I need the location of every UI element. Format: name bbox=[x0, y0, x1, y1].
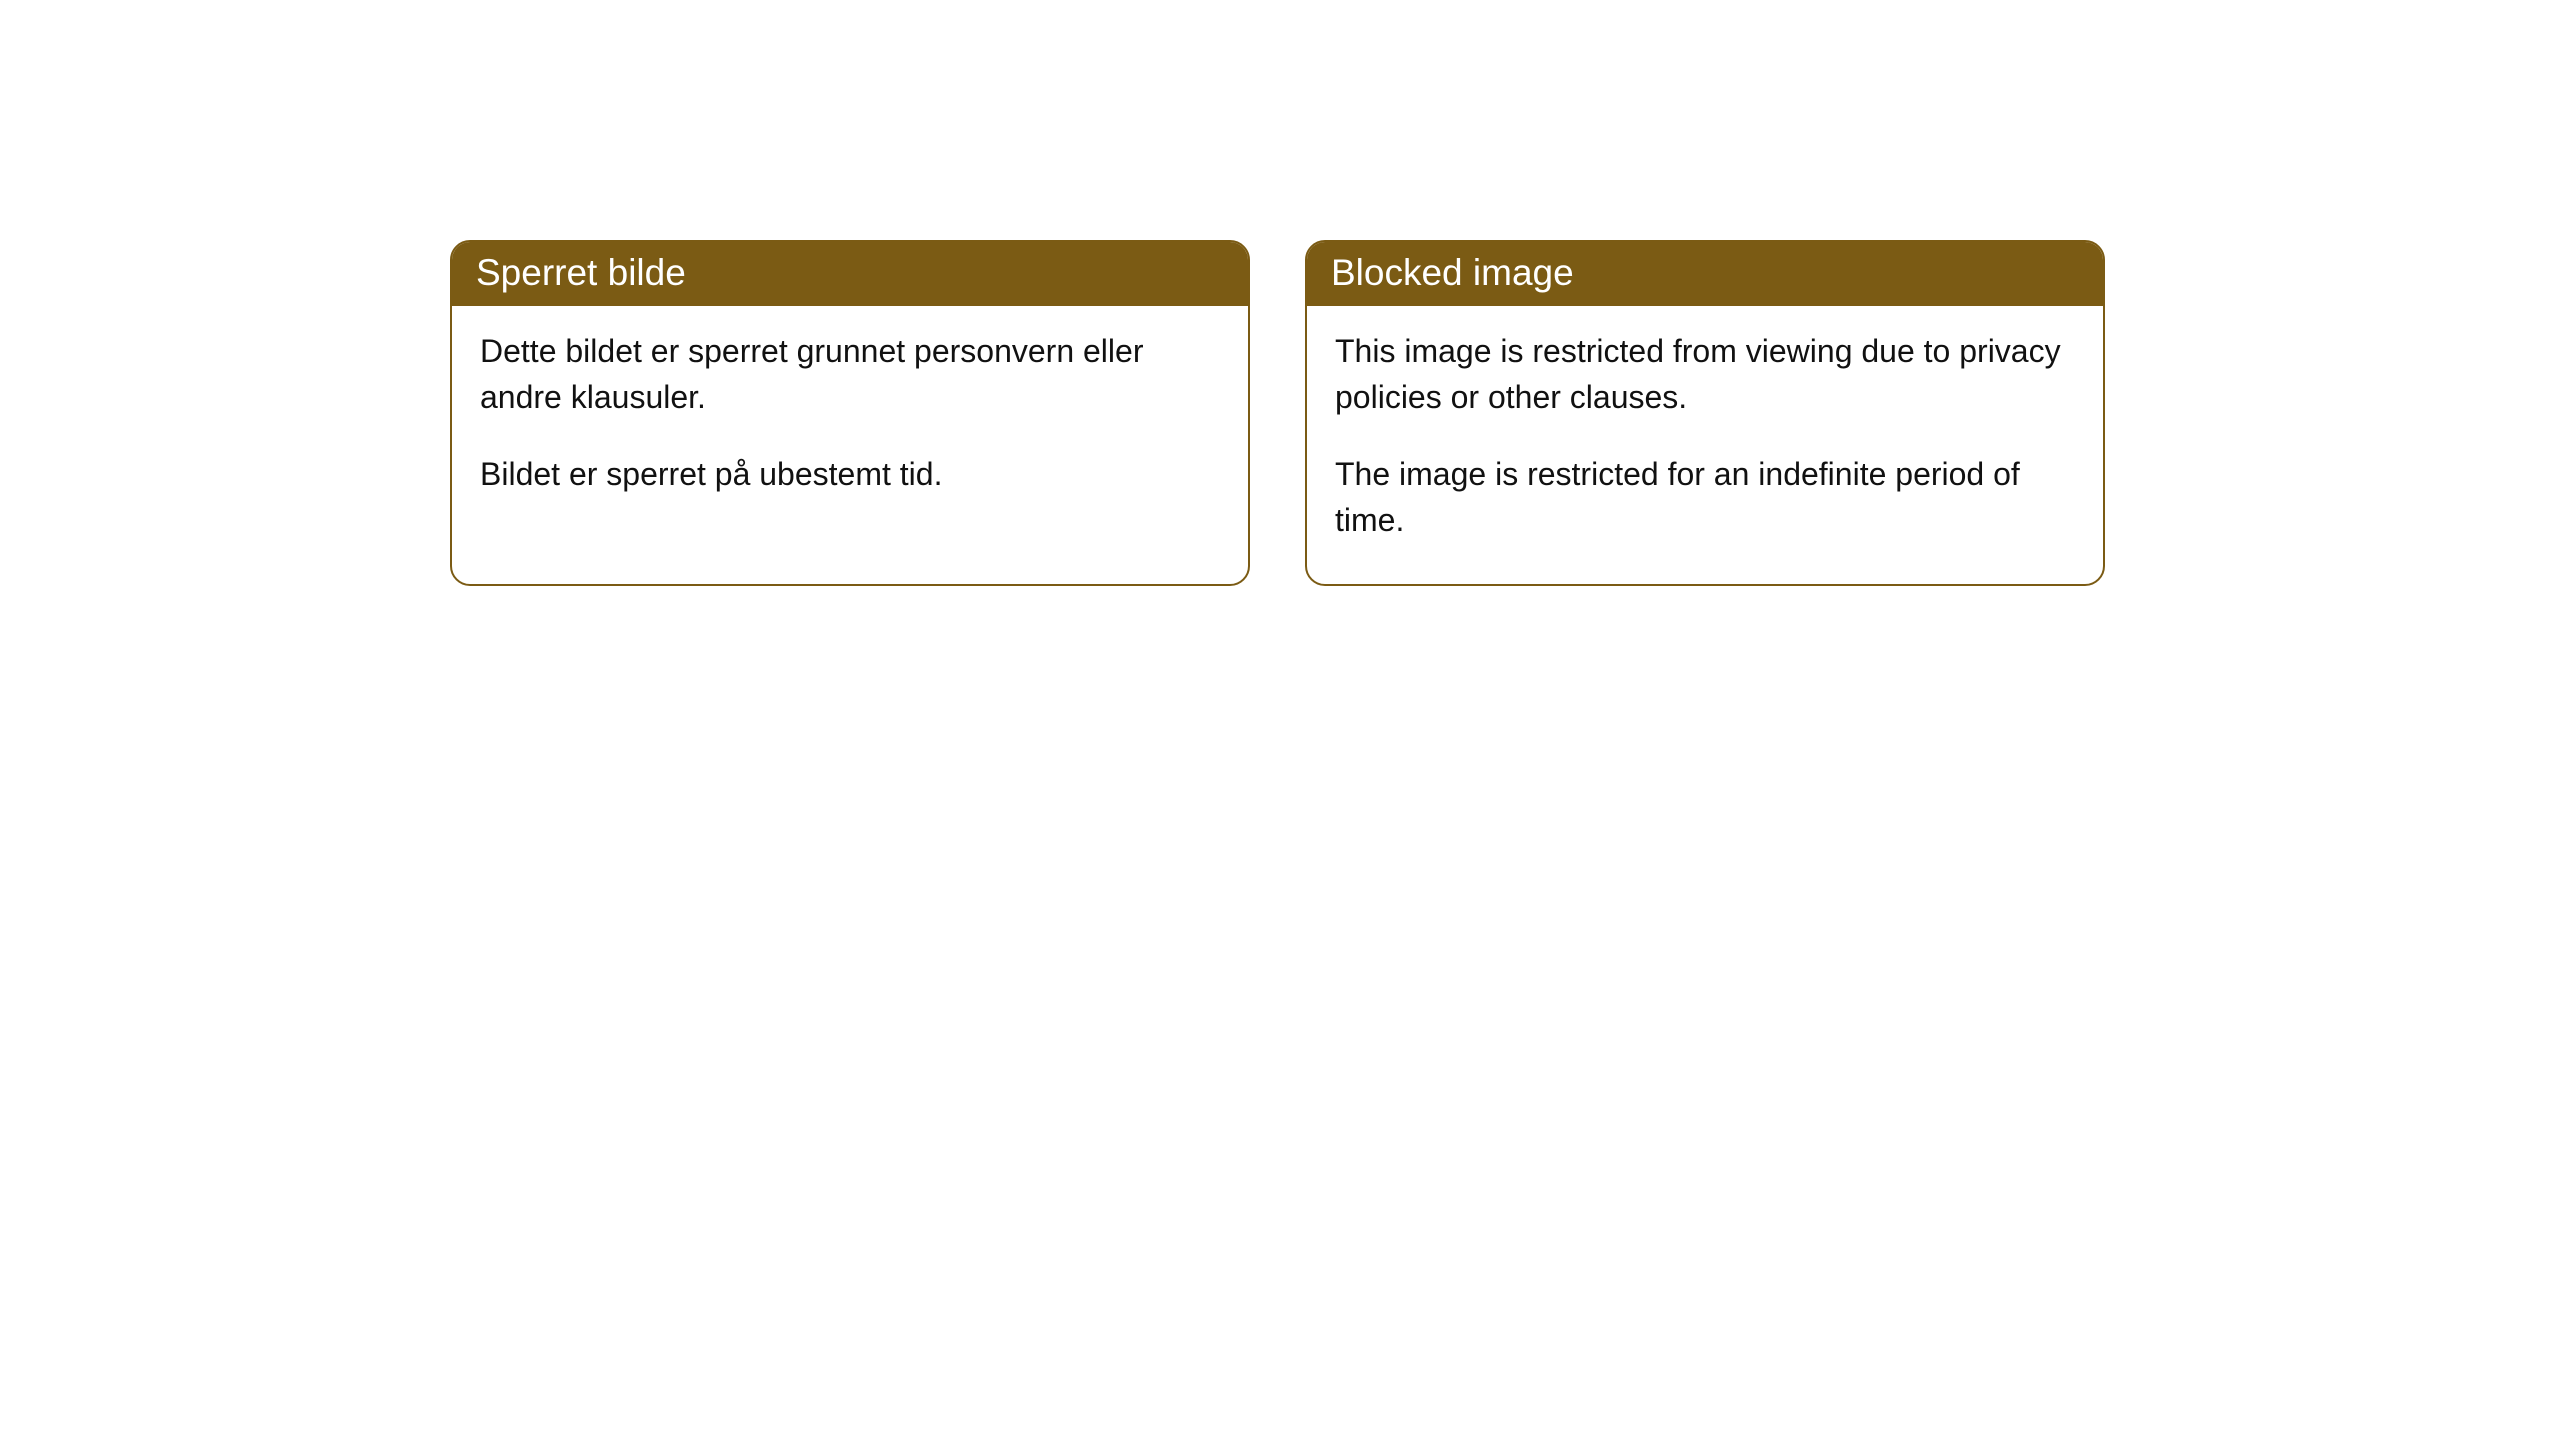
notice-text: The image is restricted for an indefinit… bbox=[1335, 451, 2075, 544]
card-body: This image is restricted from viewing du… bbox=[1307, 306, 2103, 584]
card-body: Dette bildet er sperret grunnet personve… bbox=[452, 306, 1248, 537]
notice-text: Dette bildet er sperret grunnet personve… bbox=[480, 328, 1220, 421]
notice-card-english: Blocked image This image is restricted f… bbox=[1305, 240, 2105, 586]
notice-card-norwegian: Sperret bilde Dette bildet er sperret gr… bbox=[450, 240, 1250, 586]
notice-cards-container: Sperret bilde Dette bildet er sperret gr… bbox=[450, 240, 2560, 586]
card-header: Sperret bilde bbox=[452, 242, 1248, 306]
notice-text: This image is restricted from viewing du… bbox=[1335, 328, 2075, 421]
notice-text: Bildet er sperret på ubestemt tid. bbox=[480, 451, 1220, 497]
card-header: Blocked image bbox=[1307, 242, 2103, 306]
